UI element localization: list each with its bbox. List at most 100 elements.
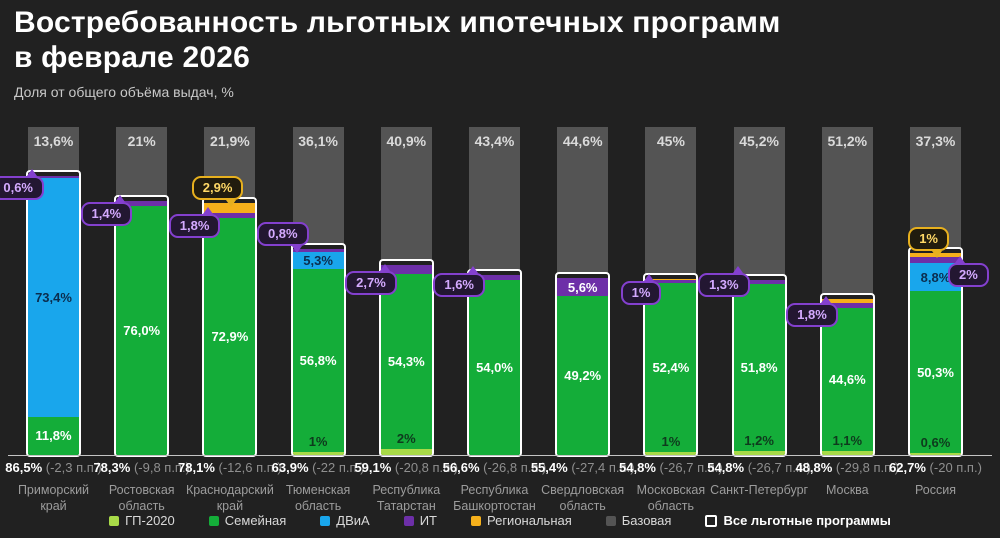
bar-total: 62,7% (-20 п.п.) <box>861 460 1000 475</box>
callout-reg: 1% <box>908 227 949 259</box>
callout-it: 2% <box>948 255 989 287</box>
segment-label: 5,6% <box>567 279 598 295</box>
callout-pointer <box>955 255 965 263</box>
preferential-stack-outline: 54,0% <box>467 268 522 457</box>
segment-semeynaya: 54,3% <box>380 273 432 449</box>
legend-label: Базовая <box>621 513 672 528</box>
segment-gp2020-label: 1,1% <box>832 433 863 449</box>
region-label: Республика Башкортостан <box>453 483 536 513</box>
total-delta: (-20 п.п.) <box>925 460 982 475</box>
callout-it: 1,3% <box>697 266 750 297</box>
segment-gp2020 <box>380 448 432 455</box>
preferential-stack-outline: 1,2% 51,8% <box>731 274 787 457</box>
base-segment-label: 43,4% <box>474 133 515 149</box>
callout-pointer <box>291 246 302 254</box>
bar-total: 59,1% (-20,8 п.п.) <box>331 460 481 475</box>
segment-label: 76,0% <box>123 322 161 338</box>
legend: ГП-2020 Семейная ДВиА ИТ Региональная Базовая… <box>0 513 1000 528</box>
total-delta: (-27,4 п.п.) <box>567 460 635 475</box>
segment-it <box>292 249 344 252</box>
bar-column-5: 40,9% 2% 54,3% 2,7% <box>345 127 434 457</box>
bar-total: 78,1% (-12,6 п.п.) <box>155 460 305 475</box>
callout-pointer <box>468 265 478 273</box>
segment-gp2020 <box>821 451 873 455</box>
segment-label: 50,3% <box>917 364 954 380</box>
base-segment-label: 36,1% <box>298 133 338 149</box>
total-value: 59,1% <box>354 460 392 475</box>
segment-reg <box>821 299 873 303</box>
callout-pointer <box>644 274 655 282</box>
segment-gp2020-label: 1% <box>308 433 328 449</box>
preferential-stack-outline: 1,1% 44,6% <box>819 293 875 457</box>
base-segment-label: 40,9% <box>386 133 427 149</box>
segment-dvia: 5,3% <box>292 252 344 270</box>
bar-total: 86,5% (-2,3 п.п.) <box>0 460 129 475</box>
chart-subtitle: Доля от общего объёма выдач, % <box>14 83 234 100</box>
segment-dvia: 73,4% <box>28 177 79 417</box>
legend-label: Региональная <box>486 513 572 528</box>
segment-it <box>733 280 785 285</box>
total-value: 78,1% <box>178 460 215 475</box>
segment-it <box>28 175 79 178</box>
bar-total: 48,8% (-29,8 п.п.) <box>772 460 922 475</box>
segment-bazovaya: 43,4% <box>469 127 520 271</box>
total-delta: (-26,8 п.п.) <box>479 460 547 475</box>
legend-label: Все льготные программы <box>723 513 891 528</box>
segment-semeynaya: 54,0% <box>469 279 520 455</box>
region-label: Республика Татарстан <box>372 483 441 513</box>
callout-it: 2,7% <box>345 264 397 296</box>
bar-column-2: 21% 76,0% 1,4% <box>80 127 170 457</box>
region-label: Россия <box>915 483 956 497</box>
callout-pointer <box>379 264 390 272</box>
segment-label: 54,0% <box>476 359 513 375</box>
segment-semeynaya: 51,8% <box>733 284 785 452</box>
segment-reg <box>645 278 697 281</box>
segment-gp2020-label: 2% <box>396 430 416 446</box>
bar-total: 63,9% (-22 п.п.) <box>243 460 393 475</box>
segment-gp2020 <box>733 451 785 455</box>
total-value: 54,8% <box>619 460 656 475</box>
base-segment-label: 13,6% <box>33 133 74 149</box>
total-delta: (-26,7 п.п.) <box>655 460 723 475</box>
preferential-stack-outline: 1% 56,8% 5,3% <box>290 243 346 457</box>
legend-item-dvia: ДВиА <box>320 513 370 528</box>
region-label: Приморский край <box>17 483 90 513</box>
total-delta: (-26,7 п.п.) <box>744 460 811 475</box>
segment-it <box>380 265 432 274</box>
legend-swatch-gp2020 <box>109 515 120 526</box>
callout-it: 1,8% <box>168 206 221 238</box>
segment-label: 11,8% <box>35 428 72 444</box>
total-value: 78,3% <box>93 460 131 475</box>
bar-column-1: 13,6% 11,8% 73,4% 0,6% <box>0 127 81 457</box>
bar-total: 56,6% (-26,8 п.п.) <box>420 460 570 475</box>
legend-item-semeynaya: Семейная <box>208 513 286 528</box>
total-delta: (-12,6 п.п.) <box>214 460 282 475</box>
total-value: 86,5% <box>5 460 43 475</box>
segment-it <box>204 212 256 219</box>
base-segment-label: 37,3% <box>915 133 956 149</box>
total-delta: (-9,8 п.п.) <box>130 460 190 475</box>
callout-reg: 2,9% <box>191 176 244 208</box>
preferential-stack-outline: 72,9% <box>202 197 258 457</box>
segment-label: 73,4% <box>35 289 72 305</box>
segment-semeynaya: 72,9% <box>204 218 256 455</box>
base-segment-label: 21,9% <box>210 133 250 149</box>
base-segment-label: 45,2% <box>739 133 779 149</box>
base-segment-label: 51,2% <box>827 133 868 149</box>
segment-bazovaya: 45% <box>645 127 697 275</box>
callout-it: 0,8% <box>256 222 309 254</box>
legend-label: ИТ <box>419 513 437 528</box>
region-label: Ростовская область <box>108 483 175 513</box>
segment-label: 54,3% <box>387 353 425 369</box>
segment-semeynaya: 56,8% <box>292 269 344 452</box>
total-value: 55,4% <box>530 460 568 475</box>
total-delta: (-29,8 п.п.) <box>832 460 900 475</box>
segment-bazovaya: 13,6% <box>28 127 79 172</box>
segment-gp2020-label: 0,6% <box>920 435 951 451</box>
segment-semeynaya: 11,8% <box>28 416 79 455</box>
segment-it <box>645 280 697 284</box>
region-label: Москва <box>825 483 869 497</box>
segment-label: 44,6% <box>828 372 866 388</box>
legend-item-reg: Региональная <box>470 513 572 528</box>
legend-label: ГП-2020 <box>125 513 175 528</box>
